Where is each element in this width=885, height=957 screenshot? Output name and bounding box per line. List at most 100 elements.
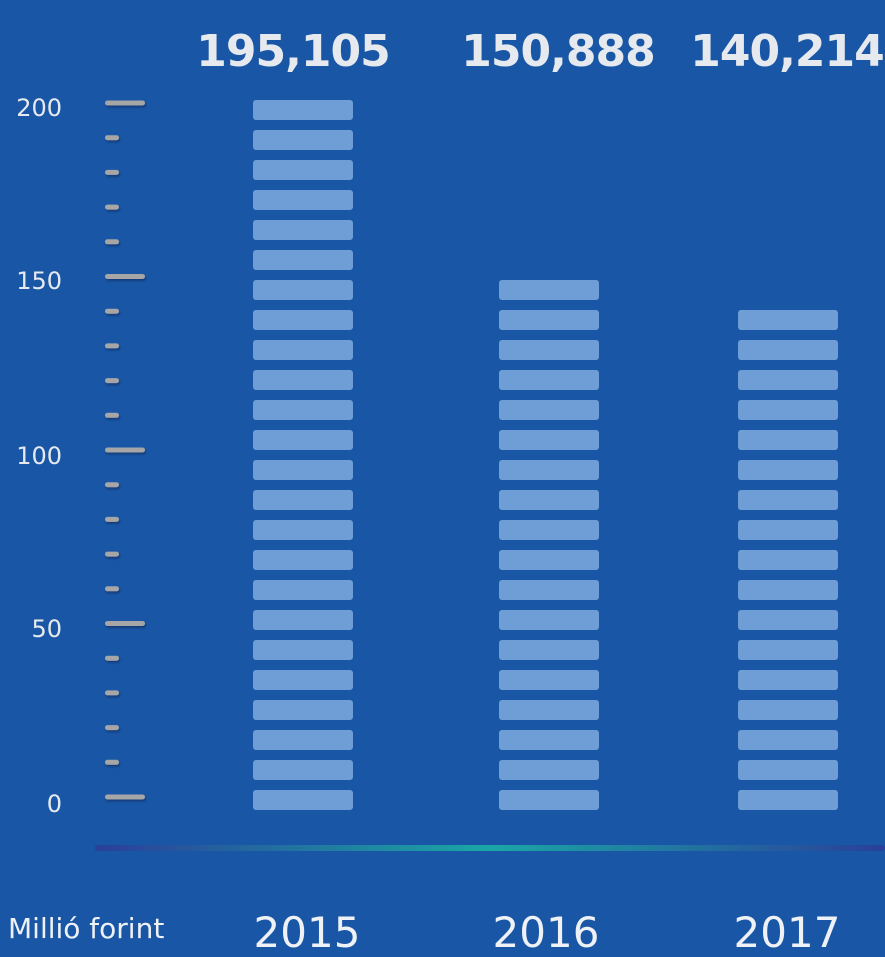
x-category-label-2017: 2017 [734, 908, 841, 957]
bar-segment [253, 460, 353, 480]
bar-segment [499, 640, 599, 660]
bar-segment [499, 280, 599, 300]
bar-segment [253, 190, 353, 210]
bar-segment [253, 160, 353, 180]
bar-2016 [499, 280, 599, 810]
bar-segment [253, 640, 353, 660]
y-axis-minor-tick [105, 516, 119, 522]
y-axis-minor-tick [105, 690, 119, 696]
bar-segment [499, 310, 599, 330]
y-axis-minor-tick [105, 343, 119, 349]
bar-segment [253, 670, 353, 690]
bar-segment [738, 370, 838, 390]
y-axis-minor-tick [105, 412, 119, 418]
baseline-line [95, 845, 885, 851]
y-axis-minor-tick [105, 586, 119, 592]
bar-segment [253, 130, 353, 150]
y-axis-minor-tick [105, 135, 119, 141]
y-axis-minor-tick [105, 239, 119, 245]
y-axis-major-tick [105, 794, 145, 800]
y-axis-minor-tick [105, 308, 119, 314]
bar-segment [738, 340, 838, 360]
bar-segment [253, 400, 353, 420]
bar-segment [499, 520, 599, 540]
y-tick-label-50: 50 [31, 615, 62, 643]
bar-segment [253, 790, 353, 810]
y-axis-minor-tick [105, 378, 119, 384]
bar-segment [253, 580, 353, 600]
bar-segment [499, 670, 599, 690]
bar-segment [738, 460, 838, 480]
y-axis-ticks [105, 100, 145, 800]
bar-2017 [738, 310, 838, 810]
x-category-label-2016: 2016 [493, 908, 600, 957]
bar-segment [253, 220, 353, 240]
x-axis-category-labels: 2015 2016 2017 [254, 908, 841, 957]
bar-segment [738, 400, 838, 420]
bar-segment [253, 610, 353, 630]
bar-segment [499, 760, 599, 780]
bar-segment [499, 430, 599, 450]
y-axis-minor-tick [105, 759, 119, 765]
value-labels: 195,105 150,888 140,214 [196, 26, 884, 77]
bar-segment [253, 430, 353, 450]
y-tick-label-100: 100 [16, 442, 62, 470]
value-label-2015: 195,105 [196, 26, 389, 77]
bar-segment [738, 520, 838, 540]
bar-segment [499, 400, 599, 420]
bar-segment [738, 610, 838, 630]
bar-segment [499, 490, 599, 510]
bar-segment [253, 730, 353, 750]
y-axis-major-tick [105, 274, 145, 279]
bar-segment [738, 640, 838, 660]
bar-segment [738, 700, 838, 720]
y-axis-tick-labels: 0 50 100 150 200 [16, 94, 62, 818]
bar-segment [253, 250, 353, 270]
value-label-2017: 140,214 [690, 26, 883, 77]
y-axis-minor-tick [105, 725, 119, 731]
bar-segment [253, 490, 353, 510]
bar-segment [253, 370, 353, 390]
bar-segment [253, 340, 353, 360]
bar-segment [738, 550, 838, 570]
bar-segment [253, 100, 353, 120]
bar-segment [738, 730, 838, 750]
bar-segment [499, 730, 599, 750]
bar-segment [738, 430, 838, 450]
bar-segment [253, 760, 353, 780]
bar-segment [738, 790, 838, 810]
bar-segment [253, 700, 353, 720]
y-axis-major-tick [105, 100, 145, 106]
bar-segment [499, 340, 599, 360]
value-label-2016: 150,888 [461, 26, 654, 77]
bar-segment [499, 790, 599, 810]
bars [253, 100, 838, 810]
bar-segment [253, 550, 353, 570]
y-axis-major-tick [105, 447, 145, 453]
bar-segment [738, 670, 838, 690]
y-axis-minor-tick [105, 655, 119, 661]
bar-segment [253, 520, 353, 540]
y-tick-label-150: 150 [16, 267, 62, 295]
x-category-label-2015: 2015 [254, 908, 361, 957]
y-tick-label-200: 200 [16, 94, 62, 122]
bar-segment [499, 370, 599, 390]
bar-segment [738, 310, 838, 330]
x-axis-unit-label: Millió forint [8, 912, 164, 945]
bar-segment [499, 460, 599, 480]
bar-segment [499, 580, 599, 600]
bar-segment [738, 760, 838, 780]
y-axis-minor-tick [105, 169, 119, 175]
y-tick-label-0: 0 [47, 790, 62, 818]
y-axis-minor-tick [105, 551, 119, 557]
bar-segment [738, 580, 838, 600]
y-axis-major-tick [105, 621, 145, 626]
bar-segment [499, 700, 599, 720]
bar-segment [499, 550, 599, 570]
bar-2015 [253, 100, 353, 810]
y-axis-minor-tick [105, 204, 119, 210]
y-axis-minor-tick [105, 482, 119, 488]
bar-segment [738, 490, 838, 510]
bar-segment [253, 280, 353, 300]
